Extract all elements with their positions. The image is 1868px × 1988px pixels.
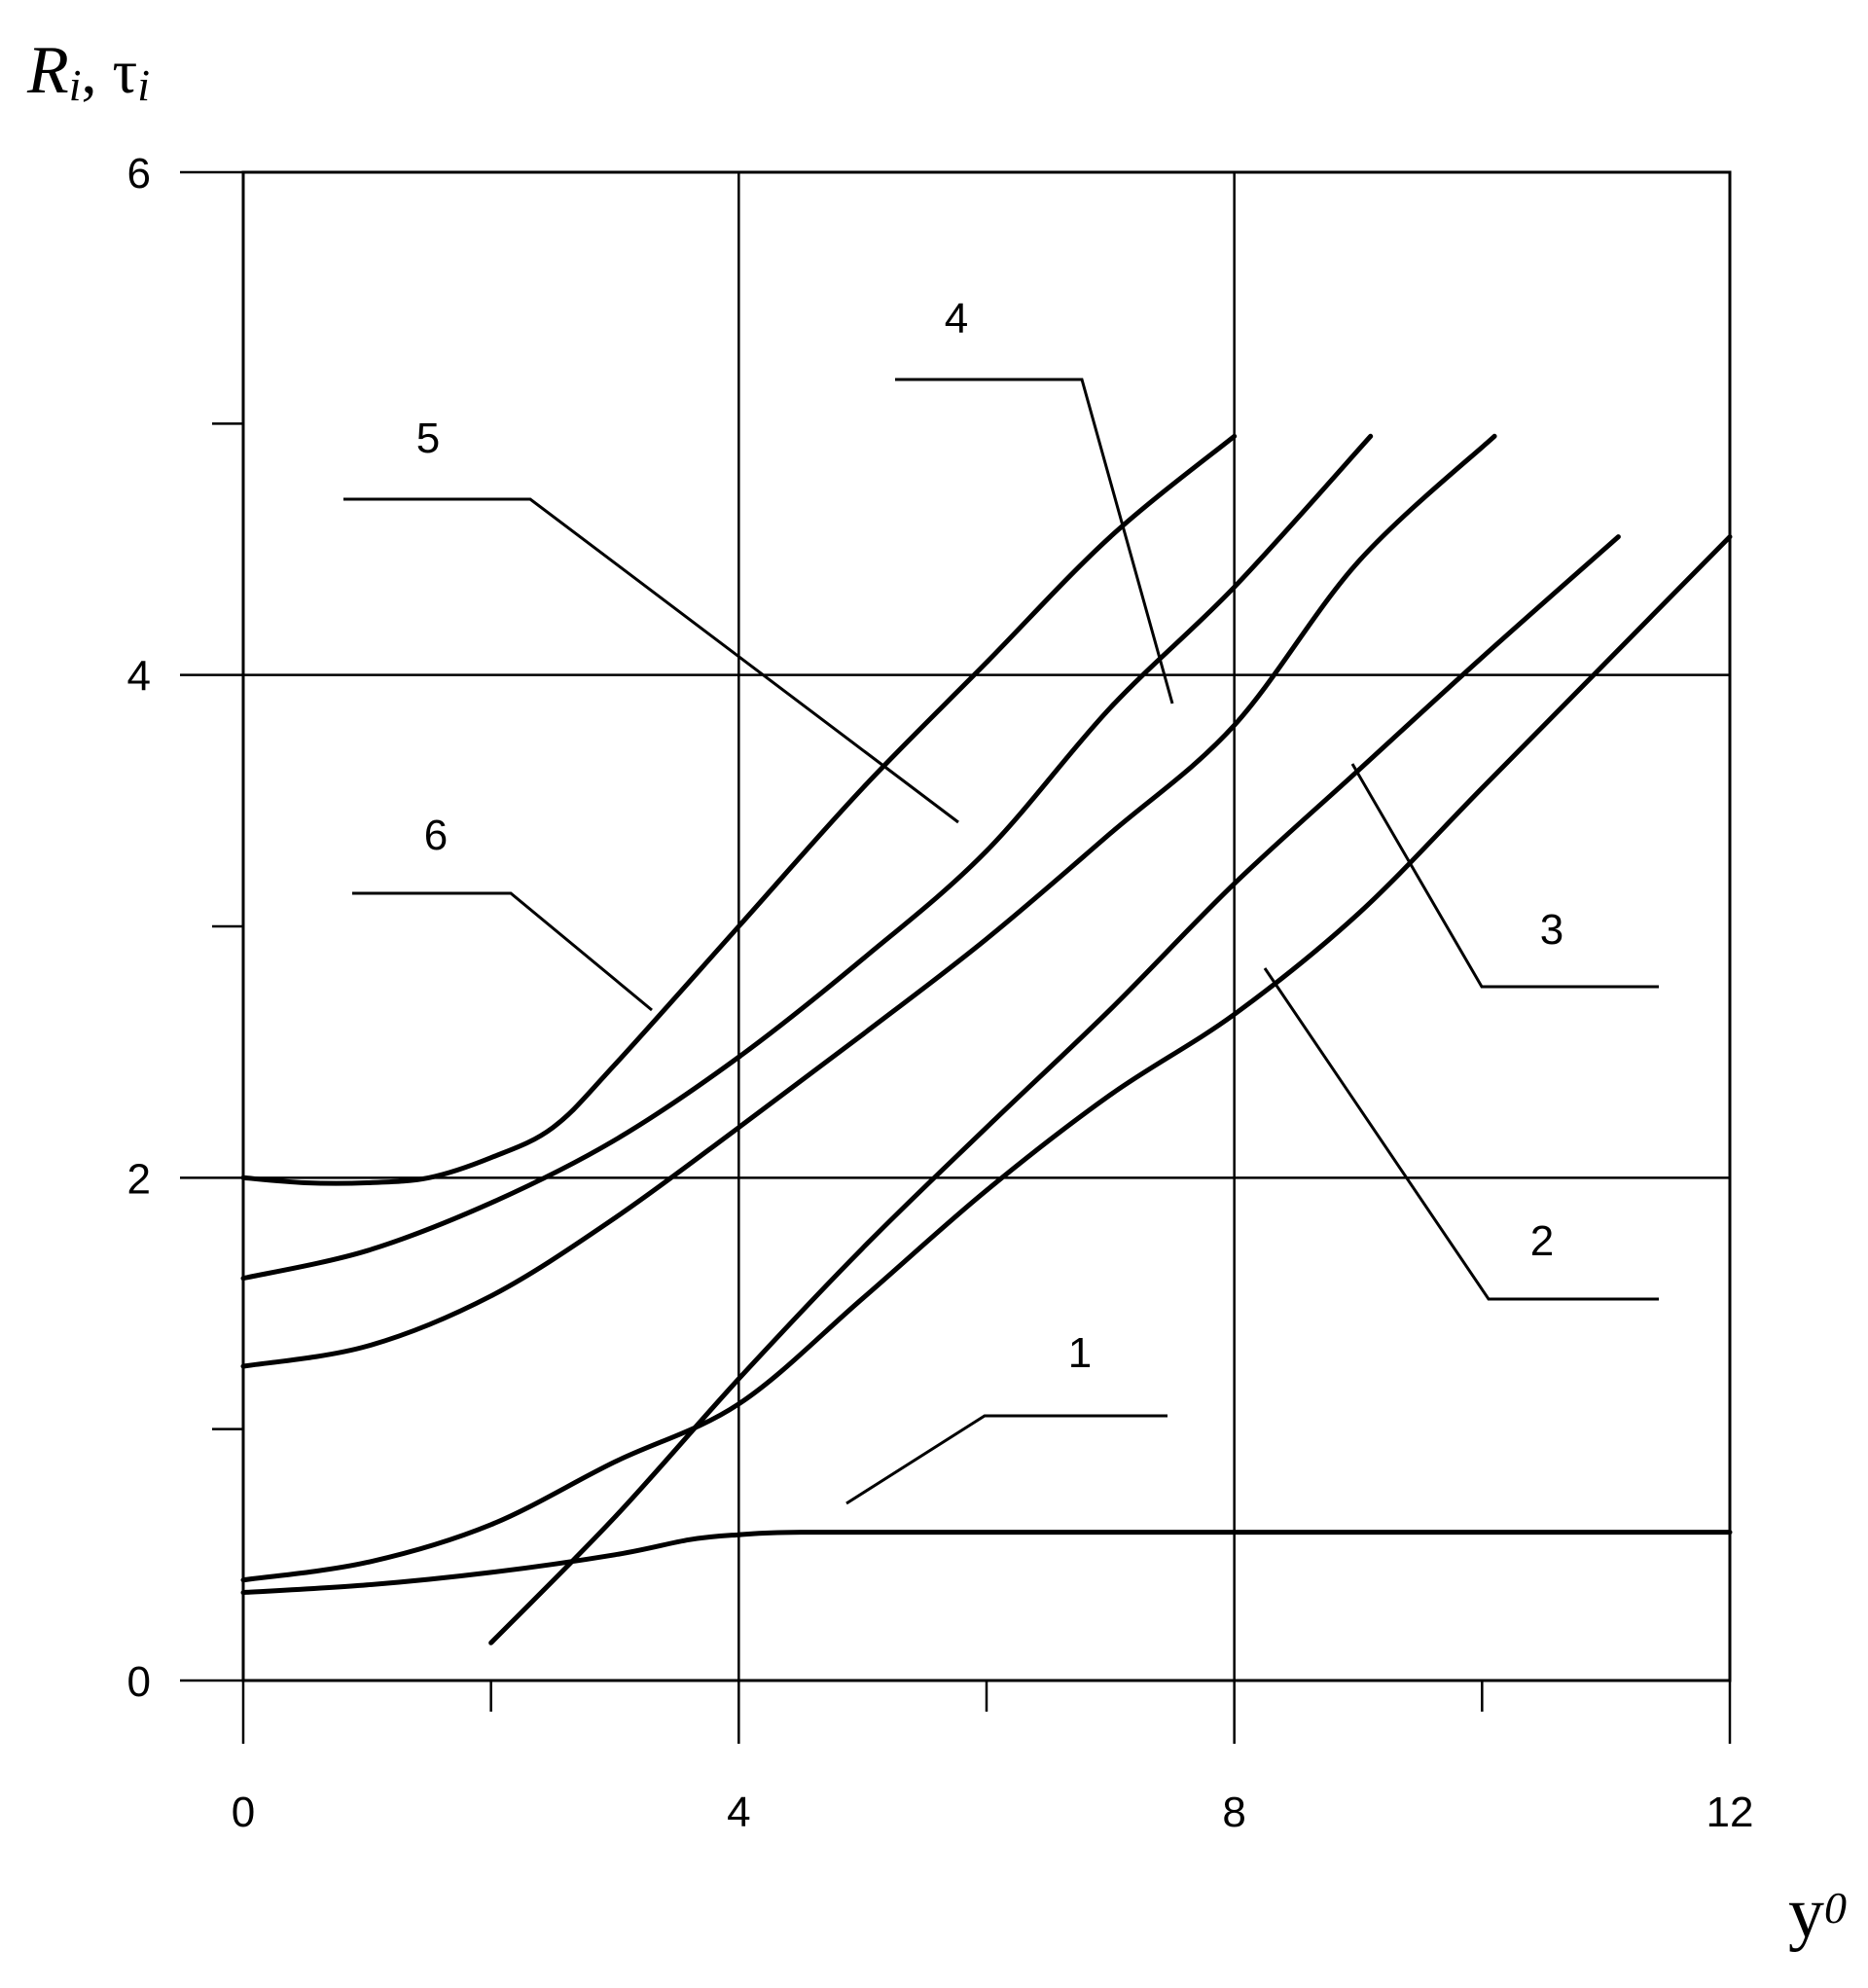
x-tick-label: 8 [1222,1789,1245,1836]
y-axis-title-sep: , τ [82,37,138,106]
series-line-5 [240,433,1374,1282]
series-label-1: 1 [1068,1329,1092,1377]
leader-line-1 [845,1414,1168,1505]
leader-line-5 [343,497,959,824]
x-axis-title-main: y [1788,1873,1824,1953]
series-label-6: 6 [424,812,448,859]
plot-frame [241,170,1732,1682]
y-tick-label: 2 [127,1155,151,1203]
leaders-layer: 1 2 3 4 5 6 [343,295,1659,1505]
series-line-2 [240,534,1733,1583]
series-label-2: 2 [1530,1217,1554,1265]
leader-line-3 [1350,763,1659,989]
leader-line-6 [352,891,653,1012]
x-axis-title: y0 [1788,1873,1847,1953]
y-tick-label: 6 [127,150,151,198]
leader-line-2 [1263,967,1659,1301]
series-label-4: 4 [945,295,968,343]
x-tick-label: 0 [232,1789,255,1836]
y-axis-title-sub2: i [137,60,150,110]
series-label-5: 5 [416,415,440,462]
series-line-1 [240,1529,1733,1596]
grid-layer [241,170,1732,1682]
y-axis-title-sub: i [69,60,82,110]
series-label-3: 3 [1540,906,1563,954]
x-tick-label: 4 [727,1789,750,1836]
x-axis-title-sub: 0 [1824,1883,1847,1933]
y-tick-label: 0 [127,1658,151,1706]
curves-layer [240,433,1733,1645]
series-line-6 [240,433,1238,1186]
series-line-3 [488,534,1621,1645]
y-axis-title-main: R [26,33,69,108]
series-line-4 [240,433,1497,1369]
leader-line-4 [895,378,1174,705]
y-axis-title: Ri, τi [26,33,150,110]
x-tick-label: 12 [1706,1789,1754,1836]
y-tick-label: 4 [127,653,151,701]
